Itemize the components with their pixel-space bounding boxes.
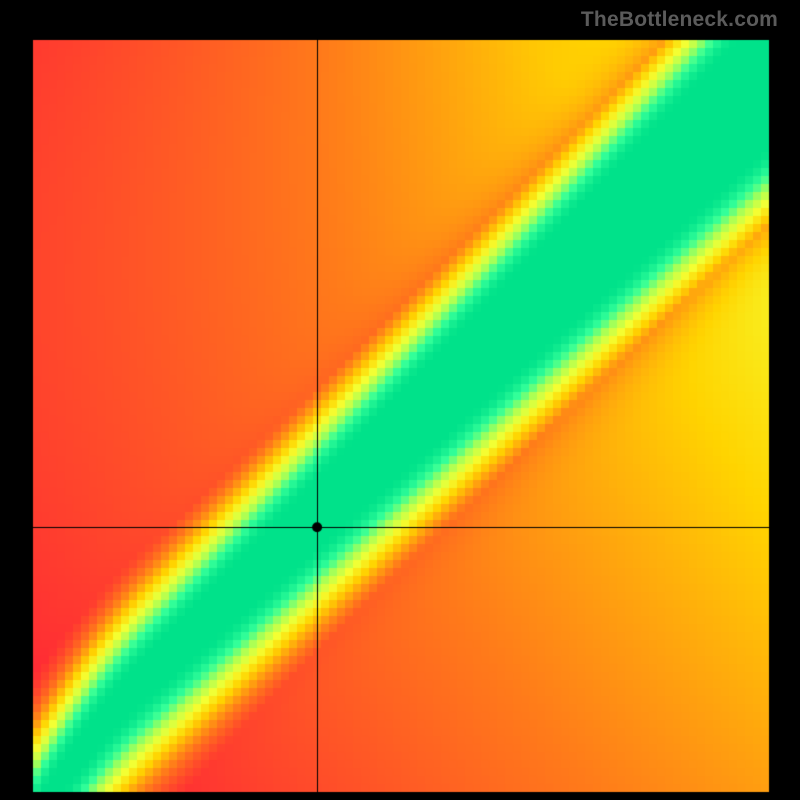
watermark-text: TheBottleneck.com — [581, 8, 778, 32]
chart-container: TheBottleneck.com — [0, 0, 800, 800]
heatmap-canvas — [0, 0, 800, 800]
